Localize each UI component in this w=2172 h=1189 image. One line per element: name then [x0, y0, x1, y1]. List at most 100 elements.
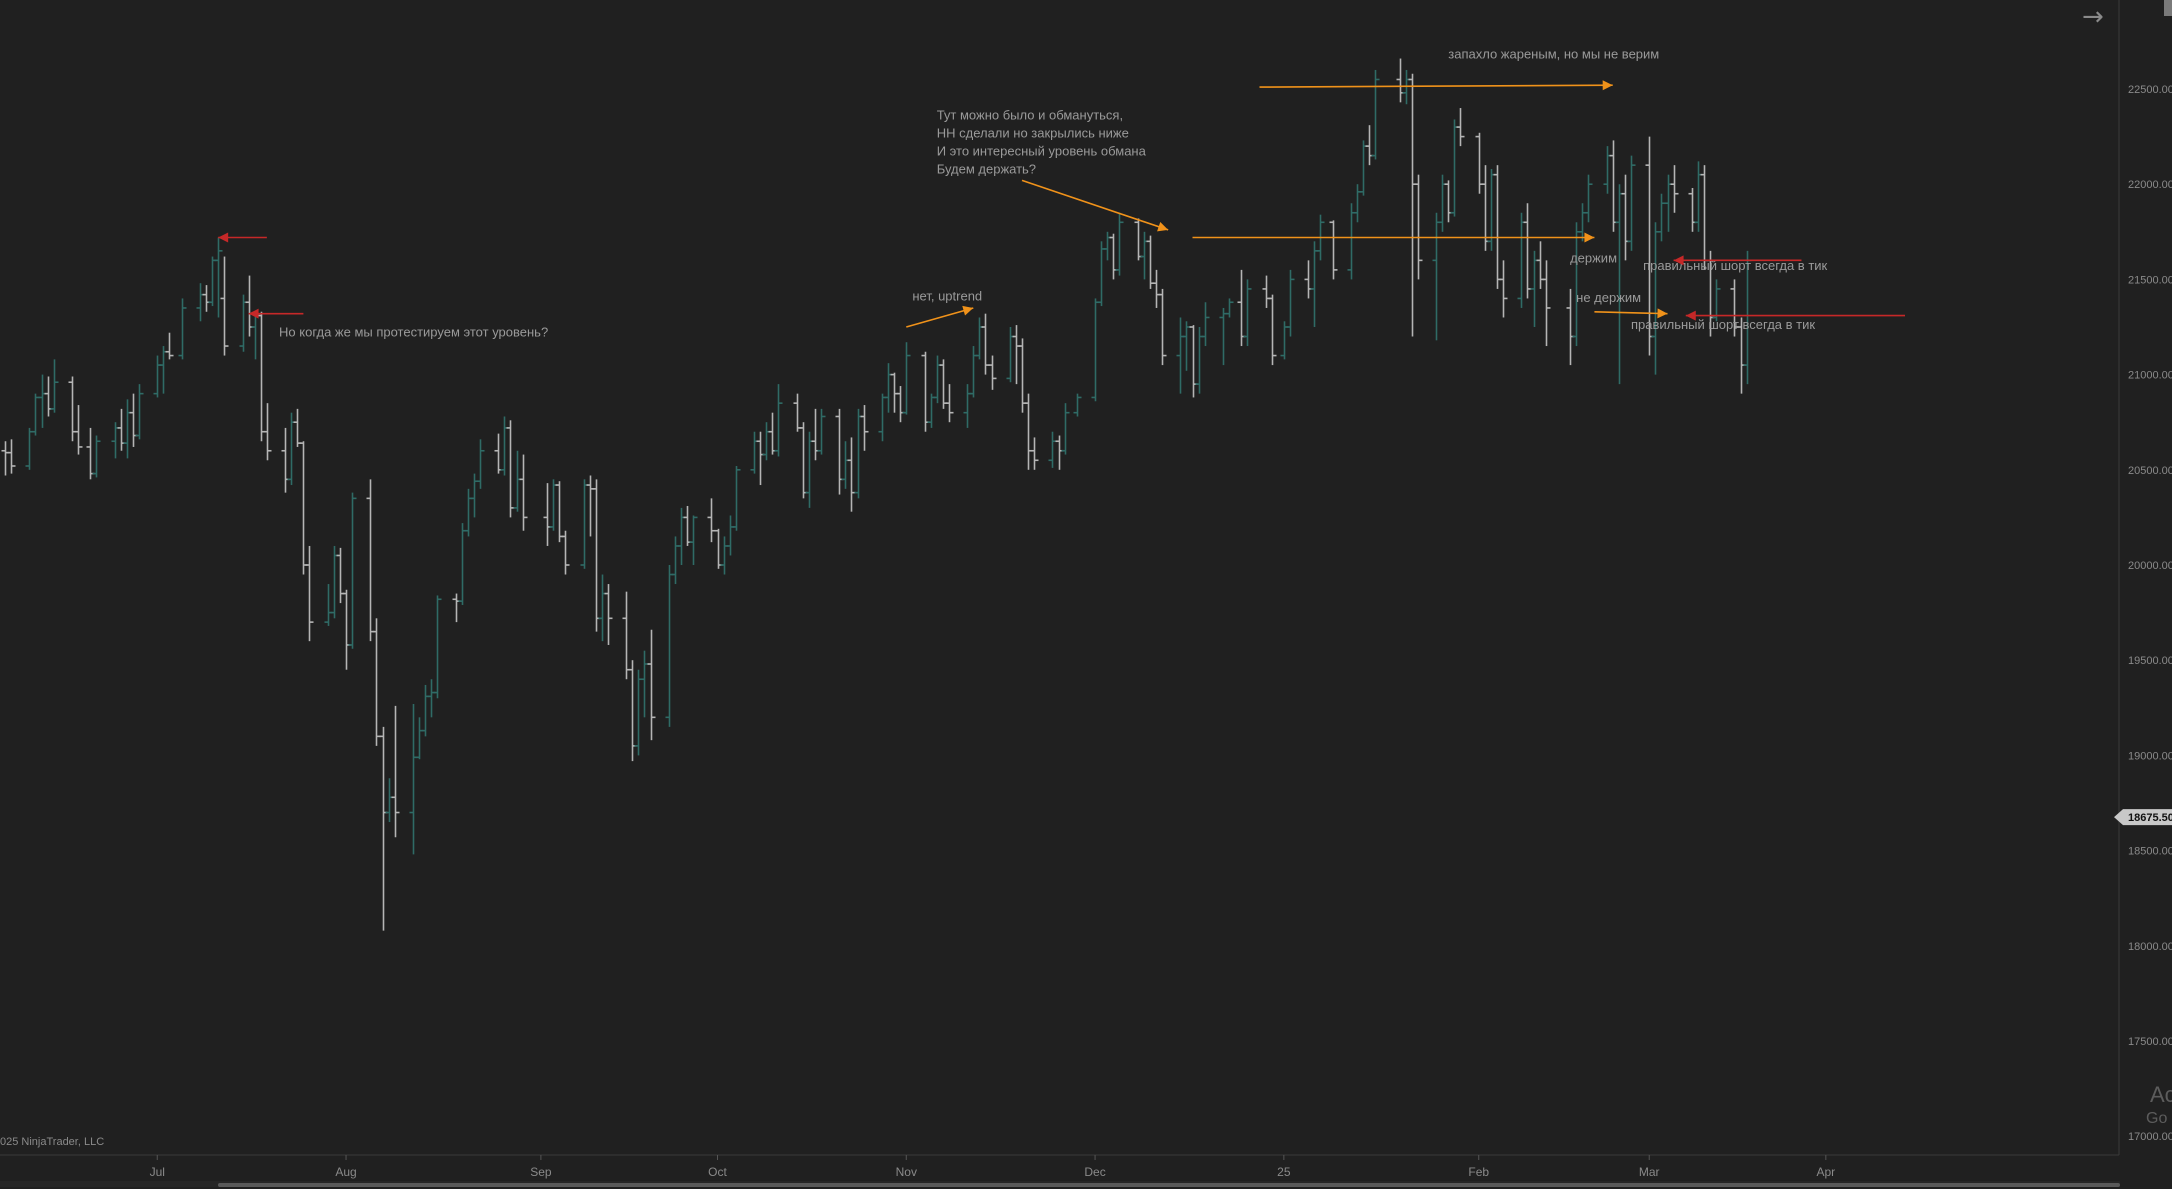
price-axis-tick-label: 20000.00: [2128, 560, 2172, 572]
arrow-shaft: [1259, 84, 1613, 88]
arrow-head: [1157, 221, 1169, 232]
ohlc-bar: [689, 515, 698, 565]
arrow-head: [248, 308, 259, 319]
ohlc-bar: [774, 384, 783, 457]
ohlc-bar: [135, 384, 144, 440]
last-price-marker-badge: [2114, 809, 2172, 826]
price-axis-tick-label: 20500.00: [2128, 465, 2172, 477]
ohlc-bars: [1, 58, 1752, 931]
time-axis-tick-label: Jul: [150, 1165, 165, 1179]
arrow-head: [1584, 232, 1595, 243]
annotation-text: нет, uptrend: [912, 288, 982, 303]
ohlc-bar: [817, 408, 826, 455]
price-axis[interactable]: 17000.00 17500.00 18000.00 18500.00 19000.00…: [2128, 84, 2172, 1143]
red-arrow: [1673, 255, 1802, 266]
annotation-text: держим: [1570, 250, 1617, 265]
ohlc-bar: [860, 405, 869, 451]
time-axis-tick-label: Dec: [1084, 1165, 1105, 1179]
orange-arrow: [1259, 80, 1613, 91]
ohlc-bar: [348, 492, 357, 649]
chart-annotations: Но когда же мы протестируем этот уровень…: [218, 47, 1905, 340]
ohlc-bar: [1030, 437, 1039, 470]
time-axis[interactable]: Jul Aug Sep Oct Nov Dec 25 Feb Mar Apr: [150, 1155, 1836, 1179]
ohlc-bar: [1286, 269, 1295, 337]
price-axis-tick-label: 17500.00: [2128, 1036, 2172, 1048]
time-axis-tick-label: Oct: [708, 1165, 727, 1179]
arrow-head: [962, 305, 974, 316]
ohlc-bar: [519, 454, 528, 531]
ohlc-bar: [263, 403, 272, 461]
ohlc-bar: [214, 237, 223, 318]
ohlc-bar: [1225, 298, 1234, 318]
ohlc-bar: [305, 545, 314, 642]
arrow-head: [218, 232, 229, 243]
ohlc-bar: [1542, 260, 1551, 347]
price-axis-tick-label: 22500.00: [2128, 84, 2172, 96]
annotation-text: Но когда же мы протестируем этот уровень…: [279, 325, 548, 340]
ohlc-bar: [74, 405, 83, 455]
price-axis-tick-label: 18500.00: [2128, 846, 2172, 858]
ohlc-bar: [1670, 165, 1679, 213]
activation-watermark-title: Ac: [2150, 1082, 2172, 1107]
annotation-text-line: И это интересный уровень обмана: [937, 143, 1147, 158]
ohlc-bar: [1329, 220, 1338, 280]
price-axis-tick-label: 21500.00: [2128, 274, 2172, 286]
red-arrow: [248, 308, 304, 319]
ohlc-bar: [433, 595, 442, 699]
last-price-marker: 18675.50: [2114, 809, 2172, 826]
arrow-head: [1657, 308, 1668, 319]
time-axis-tick-label: Nov: [896, 1165, 917, 1179]
ohlc-bar: [1584, 174, 1593, 223]
ohlc-bar: [1499, 260, 1508, 318]
ohlc-bar: [1712, 279, 1721, 322]
scroll-to-latest-arrow-icon[interactable]: →: [2082, 2, 2104, 32]
ohlc-bar: [1073, 393, 1082, 417]
annotation-text-line: Тут можно было и обмануться,: [937, 107, 1123, 122]
ohlc-bar: [604, 584, 613, 645]
ohlc-bar: [1158, 288, 1167, 366]
ohlc-bar: [988, 355, 997, 390]
annotation-text: правильный шорт всегда в тик: [1643, 258, 1827, 273]
price-axis-tick-label: 22000.00: [2128, 179, 2172, 191]
window-corner-mark: [2164, 0, 2172, 16]
ohlc-bar: [1243, 279, 1252, 347]
orange-arrow: [1594, 308, 1668, 319]
activation-watermark-subtitle: Go: [2146, 1110, 2168, 1127]
copyright-label: 025 NinjaTrader, LLC: [0, 1136, 105, 1148]
arrow-head: [1673, 255, 1684, 266]
ohlc-bar: [165, 332, 174, 360]
ohlc-bar: [1115, 212, 1124, 276]
ohlc-bar: [476, 439, 485, 489]
orange-arrow: [1192, 232, 1595, 243]
arrow-shaft: [906, 307, 974, 328]
arrow-head: [1602, 80, 1613, 91]
ohlc-bar: [1201, 302, 1210, 347]
ohlc-bar: [178, 298, 187, 360]
annotation-text: правильный шорт всегда в тик: [1631, 317, 1815, 332]
price-axis-tick-label: 21000.00: [2128, 370, 2172, 382]
annotation-text: запахло жареным, но мы не верим: [1448, 47, 1659, 62]
time-axis-tick-label: Mar: [1639, 1165, 1660, 1179]
ohlc-bar: [902, 342, 911, 415]
time-axis-tick-label: Feb: [1468, 1165, 1489, 1179]
time-axis-tick-label: 25: [1277, 1165, 1291, 1179]
annotation-text-line: HH сделали но закрылись ниже: [937, 125, 1129, 140]
last-price-label: 18675.50: [2128, 812, 2172, 824]
ohlc-bar: [1268, 294, 1277, 366]
price-axis-tick-label: 19500.00: [2128, 655, 2172, 667]
horizontal-scrollbar-thumb[interactable]: [218, 1183, 2120, 1187]
ohlc-bar: [561, 530, 570, 575]
ohlc-bar: [1456, 108, 1465, 147]
price-axis-tick-label: 19000.00: [2128, 750, 2172, 762]
red-arrow: [218, 232, 267, 243]
ohlc-bar: [50, 359, 59, 413]
ohlc-bar: [92, 435, 101, 478]
arrow-head: [1685, 310, 1696, 321]
ohlc-bar: [7, 439, 16, 474]
ohlc-bar: [945, 384, 954, 423]
price-axis-tick-label: 17000.00: [2128, 1131, 2172, 1143]
arrow-shaft: [1594, 310, 1668, 315]
orange-arrow: [1021, 179, 1169, 232]
